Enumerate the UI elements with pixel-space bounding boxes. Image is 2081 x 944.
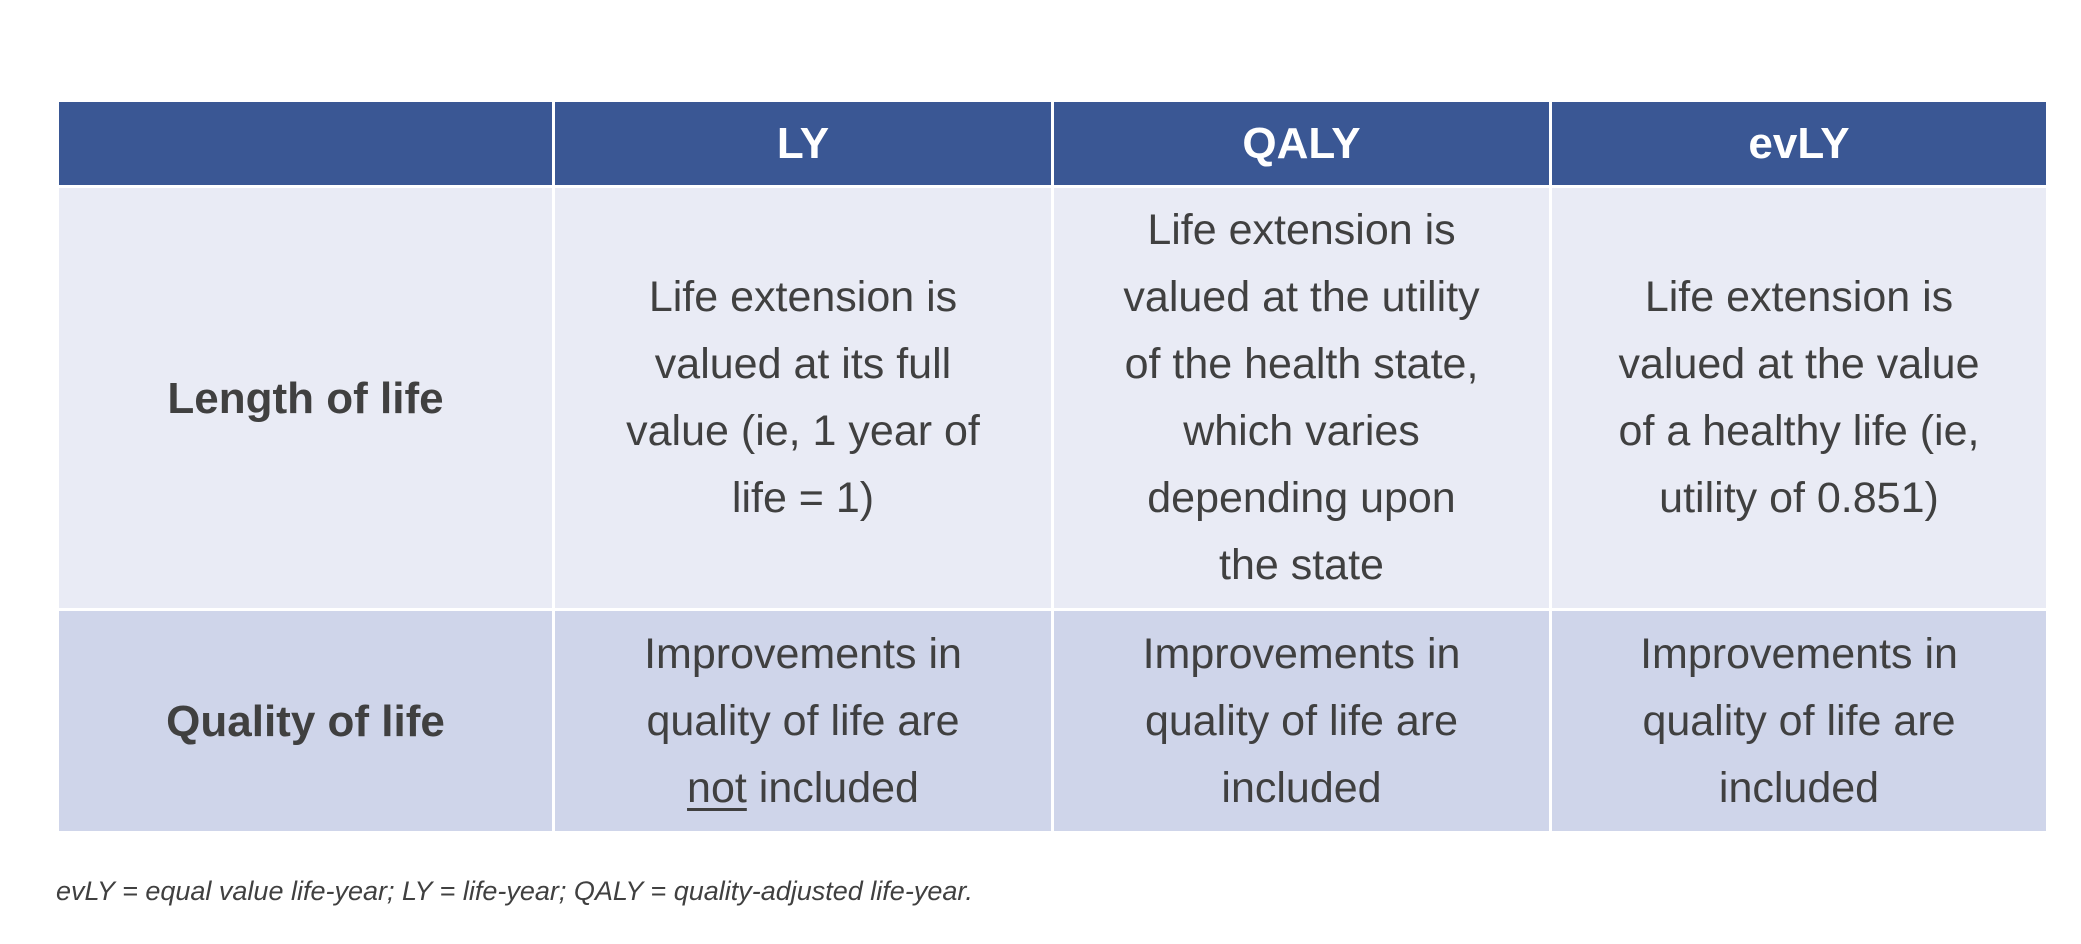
cell-line: Life extension is	[1644, 273, 1954, 321]
comparison-table: LY QALY evLY Length of life Life extensi…	[56, 99, 2049, 834]
cell-line: of a healthy life (ie,	[1618, 407, 1980, 455]
cell-line: not included	[565, 755, 1041, 822]
cell-line: Improvements in	[1142, 629, 1461, 678]
cell-ly-length: Life extension is valued at its full val…	[552, 185, 1054, 611]
cell-line: valued at its full	[654, 340, 952, 388]
cell-line: valued at the utility	[1123, 273, 1480, 321]
cell-qaly-length: Life extension is valued at the utility …	[1051, 185, 1552, 611]
cell-line: included	[1221, 763, 1382, 812]
cell-text: included	[746, 763, 919, 812]
cell-qaly-quality: Improvements in quality of life are incl…	[1051, 608, 1552, 834]
cell-line: Life extension is	[648, 273, 958, 321]
cell-line: utility of 0.851)	[1659, 474, 1939, 522]
cell-line: included	[1718, 763, 1880, 812]
footnote: evLY = equal value life-year; LY = life-…	[56, 876, 973, 906]
cell-evly-quality: Improvements in quality of life are incl…	[1549, 608, 2049, 834]
header-ly: LY	[552, 99, 1054, 188]
header-evly: evLY	[1549, 99, 2049, 188]
cell-line: life = 1)	[731, 474, 875, 522]
cell-line: which varies	[1183, 407, 1420, 455]
cell-line: Life extension is	[1147, 206, 1456, 254]
cell-line: quality of life are	[646, 696, 960, 745]
cell-line: quality of life are	[1642, 696, 1956, 745]
cell-line: Improvements in	[1640, 629, 1958, 678]
cell-line: Improvements in	[644, 629, 962, 678]
header-empty	[56, 99, 555, 188]
table-row-quality-of-life: Quality of life Improvements in quality …	[56, 608, 2049, 834]
cell-line: value (ie, 1 year of	[626, 407, 980, 455]
cell-ly-quality: Improvements in quality of life are not …	[552, 608, 1054, 834]
table-row-length-of-life: Length of life Life extension is valued …	[56, 185, 2049, 611]
cell-evly-length: Life extension is valued at the value of…	[1549, 185, 2049, 611]
cell-line: valued at the value	[1618, 340, 1980, 388]
underlined-not: not	[687, 763, 747, 812]
cell-line: the state	[1219, 541, 1384, 589]
header-qaly: QALY	[1051, 99, 1552, 188]
row-label: Length of life	[56, 185, 555, 611]
row-label: Quality of life	[56, 608, 555, 834]
cell-line: depending upon	[1147, 474, 1456, 522]
header-row: LY QALY evLY	[56, 99, 2049, 188]
cell-line: of the health state,	[1124, 340, 1479, 388]
cell-line: quality of life are	[1144, 696, 1459, 745]
